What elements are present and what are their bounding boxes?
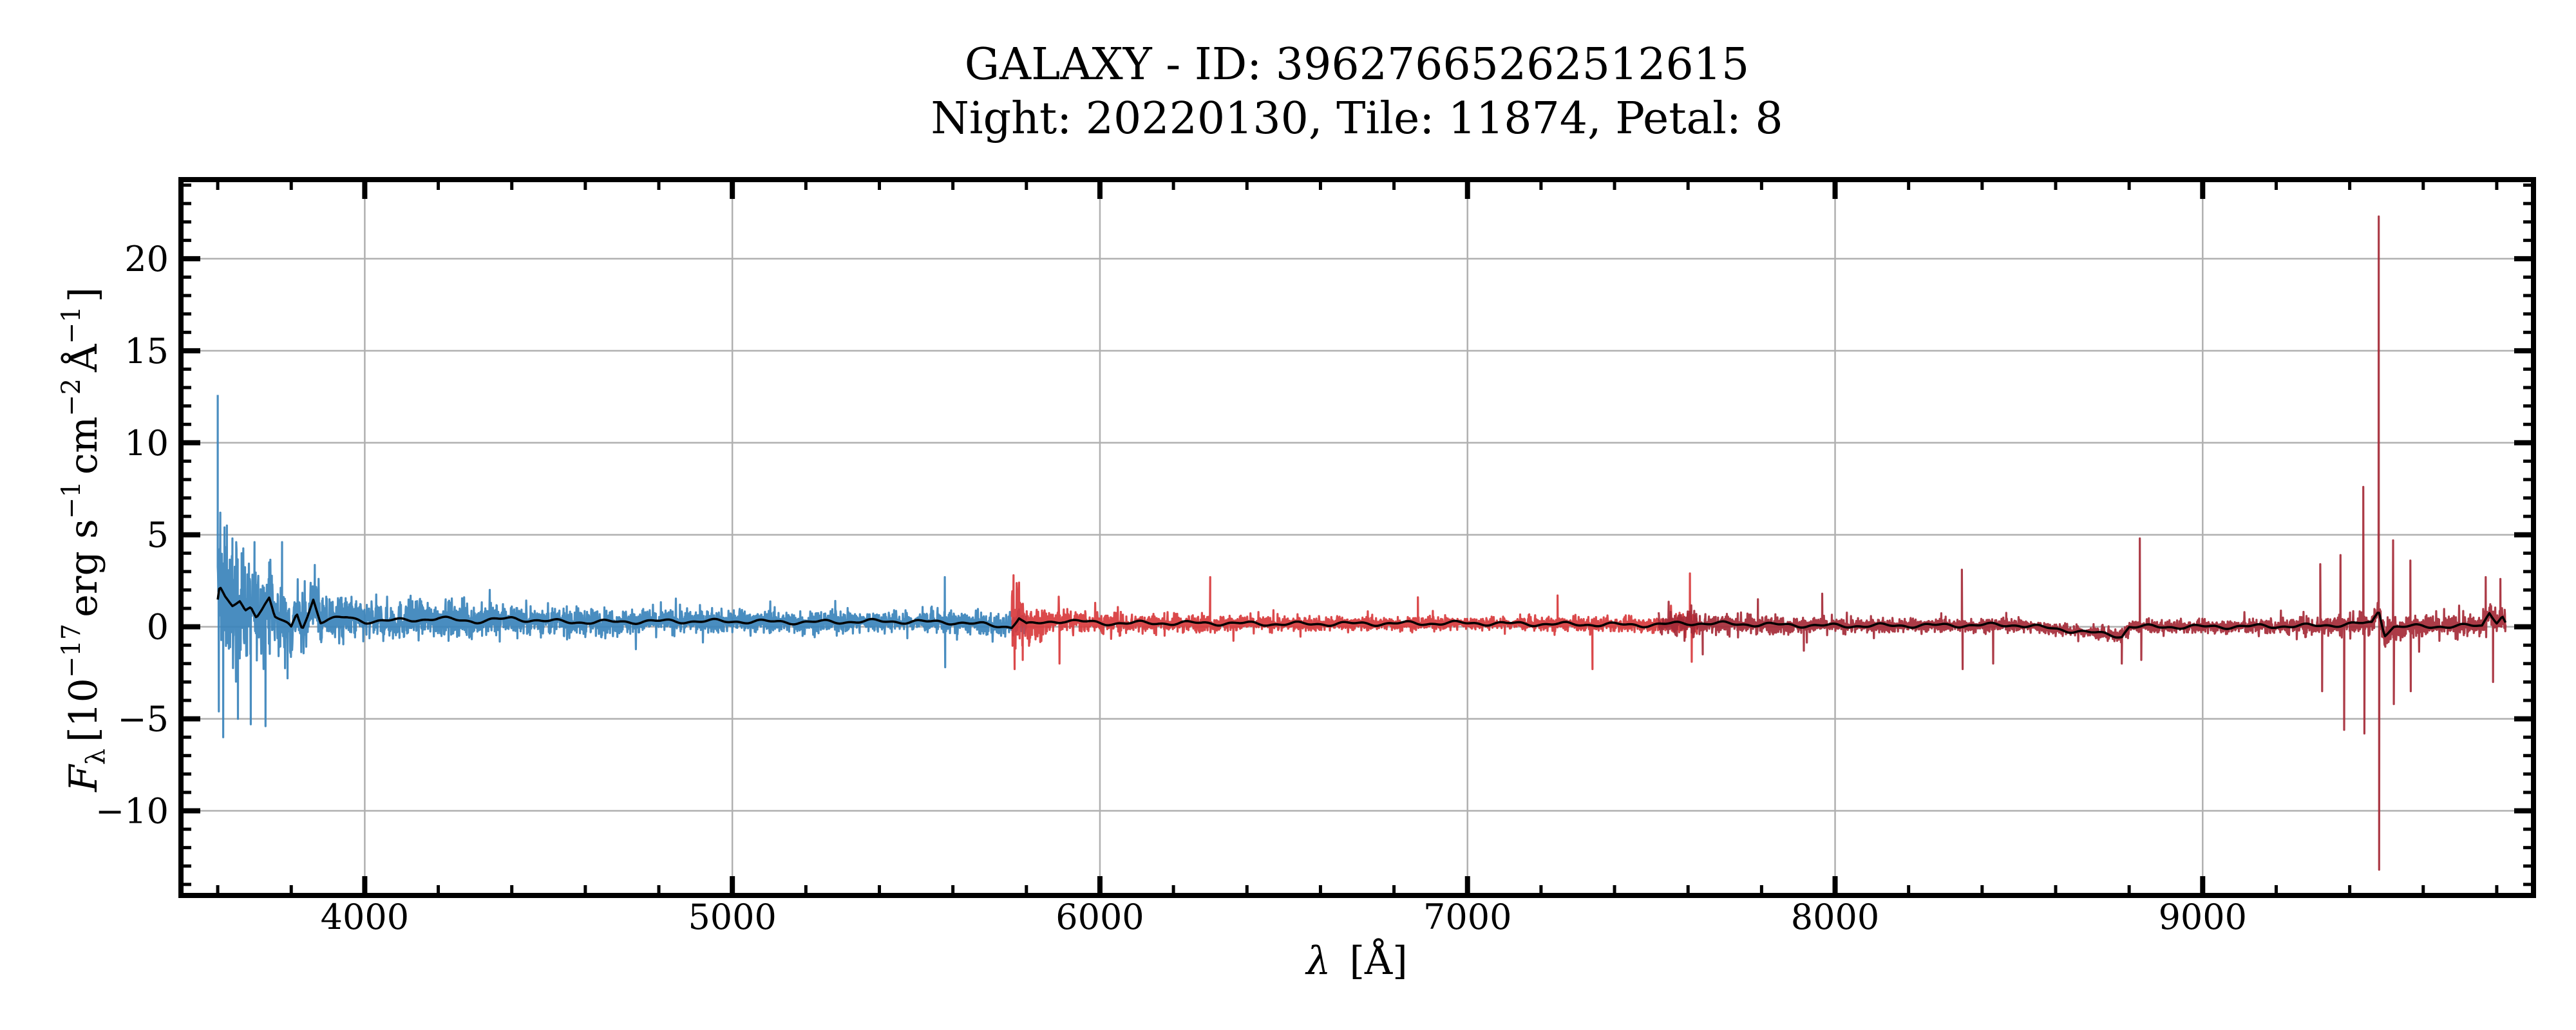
y-tick-label: 20	[124, 239, 169, 279]
y-axis-exp4: −1	[57, 306, 86, 344]
x-tick-label: 9000	[2159, 897, 2247, 937]
y-axis-erg: erg s	[61, 519, 106, 617]
data-series	[216, 215, 2507, 871]
x-axis-label: λ [Å]	[1305, 938, 1407, 984]
y-tick-labels: −10 −5 0 5 10 15 20	[95, 239, 169, 832]
y-tick-label: 0	[147, 607, 169, 648]
y-axis-subscript: λ	[81, 749, 111, 765]
y-axis-exp1: −17	[57, 624, 86, 678]
y-tick-label: 5	[147, 515, 169, 556]
y-axis-symbol: F	[61, 763, 106, 792]
title-line-2: Night: 20220130, Tile: 11874, Petal: 8	[931, 93, 1783, 144]
y-tick-label: −5	[117, 699, 169, 740]
x-axis-symbol: λ	[1305, 939, 1331, 984]
x-tick-label: 4000	[321, 897, 409, 937]
x-tick-label: 6000	[1056, 897, 1144, 937]
y-tick-label: 15	[124, 331, 169, 371]
y-axis-unit-prefix: [10	[61, 678, 106, 742]
y-axis-angstrom: Å	[61, 344, 106, 373]
x-axis-unit: [Å]	[1349, 938, 1407, 984]
x-tick-label: 5000	[688, 897, 776, 937]
x-tick-labels: 4000 5000 6000 7000 8000 9000	[321, 897, 2247, 937]
y-tick-label: 10	[124, 423, 169, 464]
y-axis-label: Fλ[10−17erg s−1cm−2Å−1]	[57, 287, 111, 792]
model-line	[216, 586, 2507, 639]
y-axis-exp3: −2	[57, 379, 86, 417]
y-axis-cm: cm	[61, 417, 106, 475]
grid-lines	[181, 180, 2533, 895]
x-tick-label: 8000	[1791, 897, 1879, 937]
y-axis-exp2: −1	[57, 481, 86, 519]
title-line-1: GALAXY - ID: 39627665262512615	[965, 39, 1750, 90]
y-axis-close: ]	[61, 287, 106, 302]
y-tick-label: −10	[95, 791, 169, 832]
r-camera-flux-line	[1010, 572, 1698, 670]
plot-frame	[178, 177, 2536, 898]
x-tick-label: 7000	[1423, 897, 1511, 937]
b-camera-flux-line	[216, 395, 1027, 738]
